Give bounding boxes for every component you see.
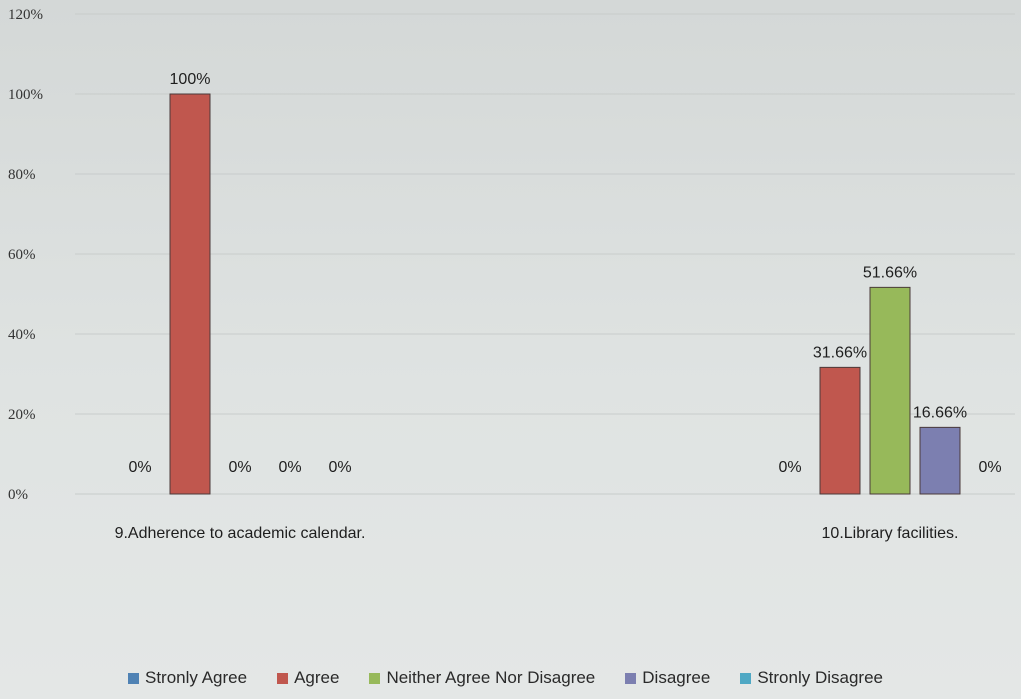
legend-swatch (740, 672, 752, 684)
legend-label: Stronly Disagree (757, 668, 883, 687)
data-label: 0% (128, 459, 151, 476)
bar (869, 286, 911, 495)
y-tick-label: 80% (8, 167, 36, 183)
legend-swatch (625, 672, 637, 684)
data-label: 0% (228, 459, 251, 476)
chart-legend: Stronly Agree Agree Neither Agree Nor Disa… (128, 668, 883, 688)
data-label: 0% (278, 459, 301, 476)
y-tick-label: 0% (8, 487, 28, 503)
bar (819, 366, 861, 495)
legend-item: Agree (277, 668, 339, 688)
data-label: 0% (978, 459, 1001, 476)
y-tick-label: 60% (8, 247, 36, 263)
legend-item: Stronly Disagree (740, 668, 883, 688)
legend-swatch (277, 672, 289, 684)
data-label: 31.66% (813, 344, 867, 361)
data-label: 100% (170, 71, 211, 88)
data-label: 0% (328, 459, 351, 476)
y-tick-label: 120% (8, 7, 43, 23)
legend-item: Disagree (625, 668, 710, 688)
legend-label: Agree (294, 668, 340, 687)
data-label: 0% (778, 459, 801, 476)
legend-swatch (369, 672, 381, 684)
legend-label: Neither Agree Nor Disagree (386, 668, 596, 687)
y-tick-label: 100% (8, 87, 43, 103)
data-label: 51.66% (863, 264, 917, 281)
bar (169, 93, 211, 495)
legend-item: Stronly Agree (128, 668, 247, 688)
legend-item: Neither Agree Nor Disagree (369, 668, 595, 688)
legend-label: Stronly Agree (145, 668, 248, 687)
category-label: 9.Adherence to academic calendar. (115, 525, 366, 542)
y-tick-label: 20% (8, 407, 36, 423)
legend-swatch (128, 672, 139, 684)
bar (919, 426, 961, 495)
legend-label: Disagree (642, 668, 711, 687)
category-label: 10.Library facilities. (822, 525, 959, 542)
y-tick-label: 40% (8, 327, 36, 343)
data-label: 16.66% (913, 404, 967, 421)
